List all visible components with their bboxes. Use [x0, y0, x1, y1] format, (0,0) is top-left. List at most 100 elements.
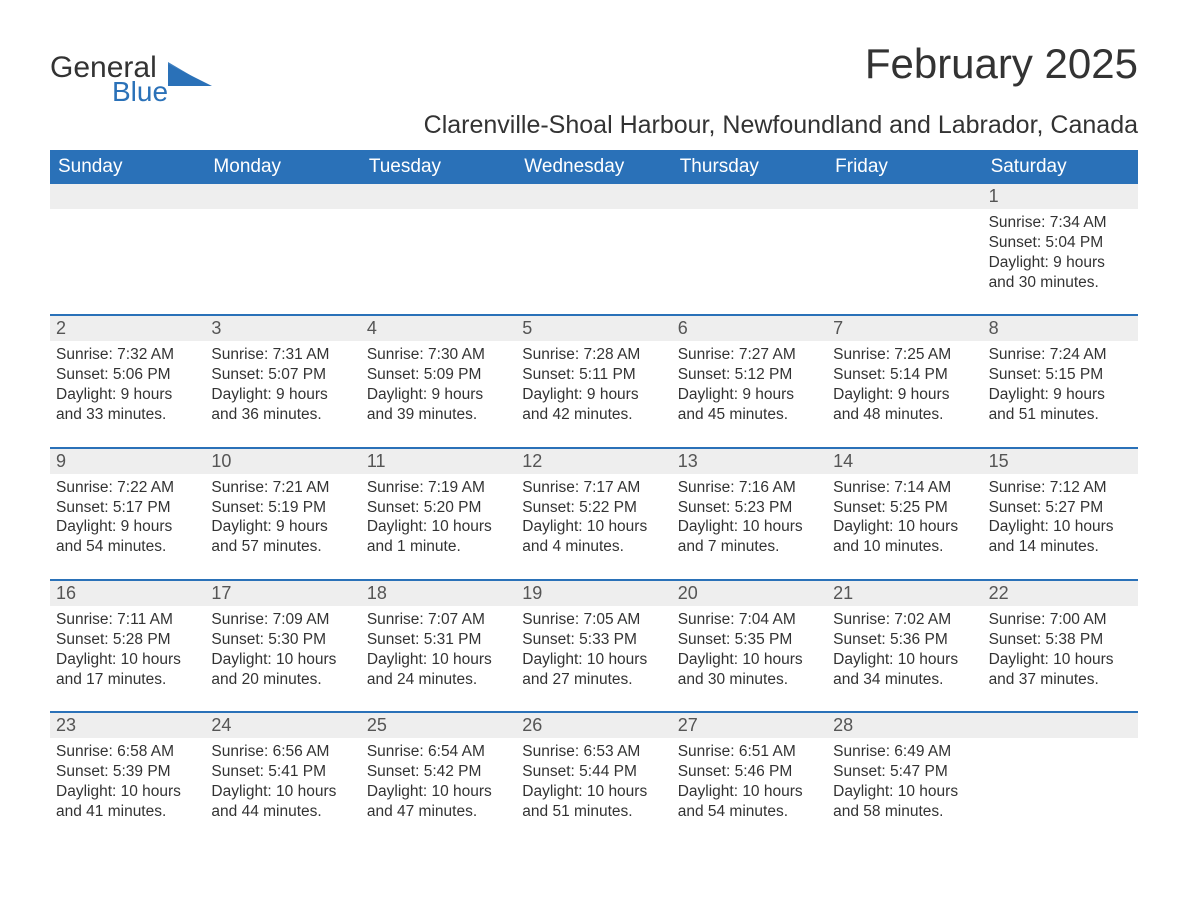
day-detail-line: Daylight: 10 hours and 30 minutes.: [678, 650, 821, 690]
day-detail-line: Sunset: 5:30 PM: [211, 630, 354, 650]
day-detail-line: Sunset: 5:46 PM: [678, 762, 821, 782]
day-detail-line: Daylight: 10 hours and 4 minutes.: [522, 517, 665, 557]
dow-friday: Friday: [827, 150, 982, 184]
day-cell: Sunrise: 6:51 AMSunset: 5:46 PMDaylight:…: [672, 738, 827, 843]
day-number: 4: [361, 316, 516, 341]
logo-text: General Blue: [50, 54, 168, 105]
day-number: 22: [983, 581, 1138, 606]
day-cell: Sunrise: 6:49 AMSunset: 5:47 PMDaylight:…: [827, 738, 982, 843]
day-detail-line: Daylight: 9 hours and 45 minutes.: [678, 385, 821, 425]
day-cell: [983, 738, 1138, 843]
day-detail-line: Daylight: 10 hours and 14 minutes.: [989, 517, 1132, 557]
day-cell: Sunrise: 7:16 AMSunset: 5:23 PMDaylight:…: [672, 474, 827, 579]
day-detail-line: Sunset: 5:23 PM: [678, 498, 821, 518]
day-number-row: 2345678: [50, 316, 1138, 341]
day-detail-line: Sunrise: 7:30 AM: [367, 345, 510, 365]
calendar-week: 16171819202122Sunrise: 7:11 AMSunset: 5:…: [50, 579, 1138, 711]
day-cell: Sunrise: 7:19 AMSunset: 5:20 PMDaylight:…: [361, 474, 516, 579]
day-detail-line: Daylight: 10 hours and 44 minutes.: [211, 782, 354, 822]
day-detail-line: Sunrise: 7:11 AM: [56, 610, 199, 630]
day-number: 15: [983, 449, 1138, 474]
day-cell: Sunrise: 7:31 AMSunset: 5:07 PMDaylight:…: [205, 341, 360, 446]
logo-text-blue: Blue: [112, 79, 168, 106]
day-cell: Sunrise: 7:04 AMSunset: 5:35 PMDaylight:…: [672, 606, 827, 711]
day-detail-line: Sunrise: 7:24 AM: [989, 345, 1132, 365]
day-detail-line: Sunrise: 7:25 AM: [833, 345, 976, 365]
day-body-row: Sunrise: 7:11 AMSunset: 5:28 PMDaylight:…: [50, 606, 1138, 711]
day-number: [50, 184, 205, 209]
day-body-row: Sunrise: 6:58 AMSunset: 5:39 PMDaylight:…: [50, 738, 1138, 843]
day-body-row: Sunrise: 7:22 AMSunset: 5:17 PMDaylight:…: [50, 474, 1138, 579]
day-cell: Sunrise: 6:53 AMSunset: 5:44 PMDaylight:…: [516, 738, 671, 843]
day-detail-line: Sunrise: 7:27 AM: [678, 345, 821, 365]
day-number: [361, 184, 516, 209]
day-detail-line: Sunset: 5:22 PM: [522, 498, 665, 518]
day-detail-line: Sunrise: 7:17 AM: [522, 478, 665, 498]
day-detail-line: Sunset: 5:31 PM: [367, 630, 510, 650]
day-detail-line: Daylight: 10 hours and 41 minutes.: [56, 782, 199, 822]
day-detail-line: Sunrise: 6:51 AM: [678, 742, 821, 762]
day-number: 14: [827, 449, 982, 474]
day-number: 24: [205, 713, 360, 738]
day-cell: Sunrise: 6:54 AMSunset: 5:42 PMDaylight:…: [361, 738, 516, 843]
day-number: 21: [827, 581, 982, 606]
day-number: 18: [361, 581, 516, 606]
day-detail-line: Daylight: 9 hours and 57 minutes.: [211, 517, 354, 557]
day-number: 20: [672, 581, 827, 606]
day-cell: [827, 209, 982, 314]
day-cell: [50, 209, 205, 314]
day-number: 26: [516, 713, 671, 738]
day-detail-line: Sunset: 5:25 PM: [833, 498, 976, 518]
day-cell: [672, 209, 827, 314]
day-number-row: 1: [50, 184, 1138, 209]
day-detail-line: Daylight: 9 hours and 48 minutes.: [833, 385, 976, 425]
day-detail-line: Sunset: 5:14 PM: [833, 365, 976, 385]
calendar: Sunday Monday Tuesday Wednesday Thursday…: [50, 150, 1138, 844]
day-detail-line: Sunset: 5:04 PM: [989, 233, 1132, 253]
day-cell: Sunrise: 7:09 AMSunset: 5:30 PMDaylight:…: [205, 606, 360, 711]
day-detail-line: Sunrise: 7:00 AM: [989, 610, 1132, 630]
day-detail-line: Daylight: 10 hours and 20 minutes.: [211, 650, 354, 690]
dow-wednesday: Wednesday: [516, 150, 671, 184]
day-detail-line: Daylight: 9 hours and 51 minutes.: [989, 385, 1132, 425]
day-cell: Sunrise: 7:32 AMSunset: 5:06 PMDaylight:…: [50, 341, 205, 446]
day-detail-line: Sunrise: 7:07 AM: [367, 610, 510, 630]
logo-flag-icon: [168, 58, 212, 86]
day-detail-line: Sunrise: 6:49 AM: [833, 742, 976, 762]
day-detail-line: Sunset: 5:20 PM: [367, 498, 510, 518]
day-cell: Sunrise: 7:27 AMSunset: 5:12 PMDaylight:…: [672, 341, 827, 446]
weeks-container: 1Sunrise: 7:34 AMSunset: 5:04 PMDaylight…: [50, 184, 1138, 844]
day-of-week-header: Sunday Monday Tuesday Wednesday Thursday…: [50, 150, 1138, 184]
day-cell: Sunrise: 7:28 AMSunset: 5:11 PMDaylight:…: [516, 341, 671, 446]
day-number: 23: [50, 713, 205, 738]
dow-monday: Monday: [205, 150, 360, 184]
day-detail-line: Sunset: 5:28 PM: [56, 630, 199, 650]
calendar-week: 9101112131415Sunrise: 7:22 AMSunset: 5:1…: [50, 447, 1138, 579]
location-subtitle: Clarenville-Shoal Harbour, Newfoundland …: [50, 111, 1138, 140]
day-number: 9: [50, 449, 205, 474]
day-number: 17: [205, 581, 360, 606]
day-number: 28: [827, 713, 982, 738]
day-number: 8: [983, 316, 1138, 341]
day-cell: Sunrise: 7:07 AMSunset: 5:31 PMDaylight:…: [361, 606, 516, 711]
calendar-week: 232425262728Sunrise: 6:58 AMSunset: 5:39…: [50, 711, 1138, 843]
day-cell: Sunrise: 7:02 AMSunset: 5:36 PMDaylight:…: [827, 606, 982, 711]
day-number-row: 9101112131415: [50, 449, 1138, 474]
day-detail-line: Daylight: 10 hours and 7 minutes.: [678, 517, 821, 557]
day-number: 3: [205, 316, 360, 341]
day-number: [672, 184, 827, 209]
day-detail-line: Sunset: 5:39 PM: [56, 762, 199, 782]
day-detail-line: Sunrise: 7:09 AM: [211, 610, 354, 630]
day-detail-line: Daylight: 10 hours and 51 minutes.: [522, 782, 665, 822]
day-detail-line: Daylight: 10 hours and 24 minutes.: [367, 650, 510, 690]
day-detail-line: Sunrise: 7:28 AM: [522, 345, 665, 365]
day-detail-line: Daylight: 10 hours and 58 minutes.: [833, 782, 976, 822]
day-number-row: 232425262728: [50, 713, 1138, 738]
calendar-week: 2345678Sunrise: 7:32 AMSunset: 5:06 PMDa…: [50, 314, 1138, 446]
day-cell: Sunrise: 7:24 AMSunset: 5:15 PMDaylight:…: [983, 341, 1138, 446]
day-detail-line: Daylight: 10 hours and 17 minutes.: [56, 650, 199, 690]
day-number: [983, 713, 1138, 738]
day-detail-line: Sunrise: 7:32 AM: [56, 345, 199, 365]
day-number: 1: [983, 184, 1138, 209]
day-number: 10: [205, 449, 360, 474]
